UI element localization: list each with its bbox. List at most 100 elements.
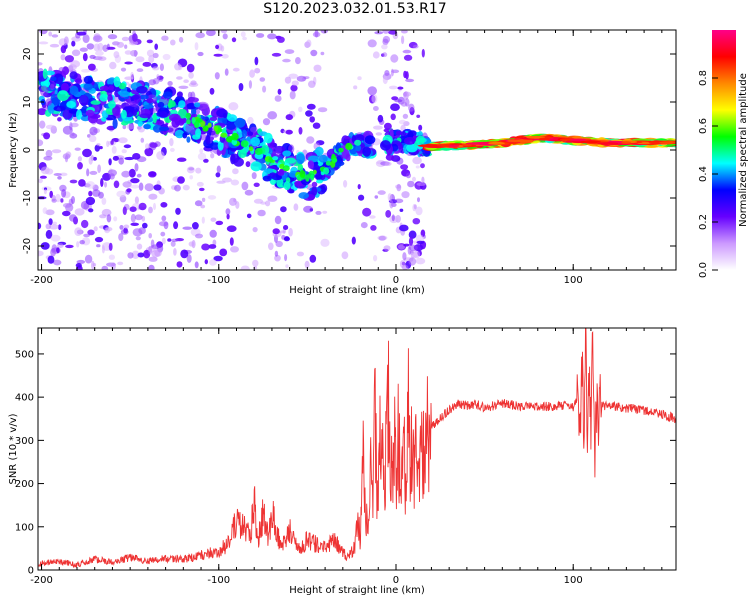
spectrogram-noise-cell xyxy=(416,240,425,245)
spectrogram-noise-cell xyxy=(226,225,237,232)
spectrogram-noise-cell xyxy=(381,44,388,50)
spectrogram-ridge-cell xyxy=(250,136,260,147)
spectrogram-noise-cell xyxy=(248,80,252,89)
spectrogram-noise-cell xyxy=(121,170,131,178)
spectrogram-noise-cell xyxy=(177,176,185,184)
snr-ytick-label: 500 xyxy=(15,349,34,360)
spectrogram-noise-cell xyxy=(100,178,104,187)
spectrogram-ridge-cell xyxy=(156,111,166,117)
spectrogram-noise-cell xyxy=(60,54,66,61)
spectrogram-noise-cell xyxy=(69,179,78,184)
spectrogram-noise-cell xyxy=(71,132,75,137)
snr-frame xyxy=(37,327,677,571)
spectrogram-noise-cell xyxy=(343,180,348,188)
spectrogram-noise-cell xyxy=(197,152,207,161)
spectrogram-noise-cell xyxy=(148,193,158,200)
spectrogram-ridge-cell xyxy=(113,76,121,88)
spectrogram-ridge-cell xyxy=(217,140,224,151)
spectrogram-noise-cell xyxy=(51,198,57,203)
spectrogram-noise-cell xyxy=(130,184,140,189)
spectrogram-noise-cell xyxy=(384,122,392,130)
spectrogram-noise-cell xyxy=(390,54,399,63)
spectrogram-noise-cell xyxy=(249,69,256,78)
spectrogram-noise-cell xyxy=(108,242,113,251)
spectrogram-noise-cell xyxy=(101,197,107,205)
spectrogram-ytick-label: 20 xyxy=(22,48,33,61)
spectrogram-ridge-cell xyxy=(277,170,285,176)
spectrogram-noise-cell xyxy=(71,196,75,204)
spectrogram-noise-cell xyxy=(401,35,405,45)
spectrogram-noise-cell xyxy=(373,255,378,262)
spectrogram-ridge-core xyxy=(272,156,279,161)
spectrogram-noise-cell xyxy=(136,68,144,72)
spectrogram-noise-cell xyxy=(75,263,82,268)
spectrogram-ridge-core xyxy=(538,137,551,141)
spectrogram-noise-cell xyxy=(398,119,407,125)
colorbar-tick-label: 0.2 xyxy=(698,214,709,230)
spectrogram-noise-cell xyxy=(43,132,51,140)
spectrogram-noise-cell xyxy=(79,240,85,245)
spectrogram-noise-cell xyxy=(167,81,173,86)
spectrogram-noise-cell xyxy=(97,56,107,61)
spectrogram-noise-cell xyxy=(85,196,96,206)
spectrogram-noise-cell xyxy=(153,202,156,211)
spectrogram-noise-cell xyxy=(213,255,223,262)
spectrogram-ridge-cell xyxy=(263,132,273,144)
spectrogram-noise-cell xyxy=(74,227,83,237)
snr-ytick-label: 200 xyxy=(15,479,34,490)
spectrogram-noise-cell xyxy=(225,208,231,216)
spectrogram-ridge-cell xyxy=(58,90,68,95)
spectrogram-ridge-cell xyxy=(112,105,121,117)
spectrogram-noise-cell xyxy=(65,244,74,249)
spectrogram-noise-cell xyxy=(40,166,50,175)
spectrogram-noise-cell xyxy=(112,155,119,161)
spectrogram-ridge-cell xyxy=(285,157,296,164)
spectrogram-noise-cell xyxy=(123,144,132,149)
spectrogram-ridge-cell xyxy=(85,109,95,117)
spectrogram-noise-cell xyxy=(215,172,221,178)
spectrogram-noise-cell xyxy=(74,208,85,216)
spectrogram-ridge-cell xyxy=(99,85,110,91)
spectrogram-noise-cell xyxy=(417,197,420,203)
spectrogram-noise-cell xyxy=(161,237,166,245)
spectrogram-noise-cell xyxy=(399,260,406,268)
spectrogram-noise-cell xyxy=(138,182,144,191)
spectrogram-noise-cell xyxy=(76,31,87,36)
spectrogram-noise-cell xyxy=(246,213,252,219)
spectrogram-noise-cell xyxy=(378,235,386,241)
spectrogram-ridge-cell xyxy=(75,78,83,84)
spectrogram-noise-cell xyxy=(94,144,101,152)
colorbar-tick-label: 0.6 xyxy=(698,118,709,134)
spectrogram-ridge-cell xyxy=(318,154,328,163)
spectrogram-noise-cell xyxy=(111,145,117,154)
spectrogram-noise-cell xyxy=(402,49,412,54)
spectrogram-noise-cell xyxy=(418,124,423,131)
spectrogram-noise-cell xyxy=(229,237,234,246)
spectrogram-xtick-label: 0 xyxy=(393,275,399,286)
spectrogram-noise-cell xyxy=(130,213,136,223)
spectrogram-noise-cell xyxy=(51,34,59,38)
spectrogram-ridge-cell xyxy=(227,114,238,122)
spectrogram-noise-cell xyxy=(388,30,398,35)
spectrogram-noise-cell xyxy=(59,172,68,177)
spectrogram-noise-cell xyxy=(397,86,404,90)
spectrogram-noise-cell xyxy=(408,230,417,239)
spectrogram-noise-cell xyxy=(170,39,176,46)
spectrogram-noise-cell xyxy=(399,208,404,212)
spectrogram-noise-cell xyxy=(94,236,104,243)
spectrogram-ridge-cell xyxy=(176,91,183,97)
spectrogram-ridge-cell xyxy=(53,105,66,112)
spectrogram-noise-cell xyxy=(203,158,209,163)
spectrogram-ridge-cell xyxy=(105,114,117,121)
spectrogram-noise-cell xyxy=(296,75,307,82)
spectrogram-noise-cell xyxy=(387,193,392,202)
snr-ytick-label: 400 xyxy=(15,393,34,404)
spectrogram-noise-cell xyxy=(413,204,417,210)
spectrogram-ridge-core xyxy=(621,141,632,145)
spectrogram-noise-cell xyxy=(369,215,376,219)
spectrogram-ridge-core xyxy=(597,142,619,145)
spectrogram-noise-cell xyxy=(106,46,116,50)
spectrogram-noise-cell xyxy=(285,264,289,268)
spectrogram-ridge-cell xyxy=(250,161,262,172)
